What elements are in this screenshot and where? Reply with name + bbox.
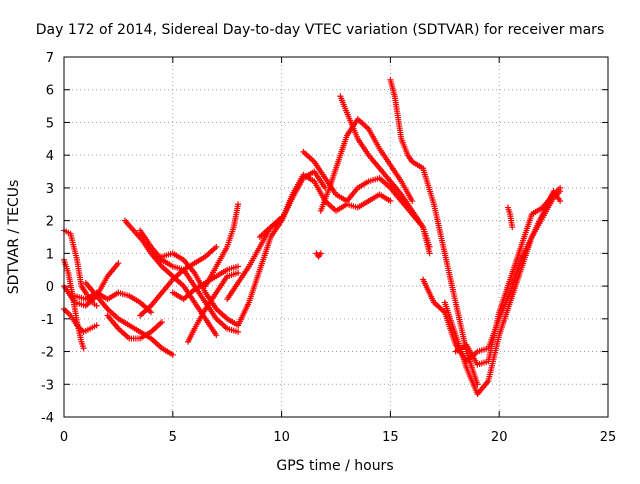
chart-title: Day 172 of 2014, Sidereal Day-to-day VTE… — [36, 22, 604, 38]
y-tick-label: -4 — [41, 411, 54, 426]
y-tick-label: 5 — [46, 116, 54, 131]
data-point — [93, 322, 100, 329]
y-axis-label: SDTVAR / TECUs — [6, 180, 22, 295]
data-point — [509, 224, 516, 231]
data-point — [387, 198, 394, 204]
x-tick-label: 0 — [60, 430, 68, 445]
x-tick-label: 20 — [491, 430, 508, 445]
data-point — [235, 328, 242, 335]
y-tick-label: 2 — [46, 215, 54, 230]
data-point — [317, 250, 324, 257]
y-tick-label: 3 — [46, 182, 54, 197]
data-point — [557, 184, 564, 191]
data-point — [213, 332, 220, 339]
data-series-track-26 — [504, 204, 516, 231]
x-axis-label: GPS time / hours — [276, 458, 393, 474]
data-point — [148, 309, 155, 316]
data-point — [235, 270, 242, 276]
data-series-track-14 — [202, 201, 242, 290]
data-point — [426, 250, 433, 257]
data-point — [235, 263, 242, 270]
data-series-track-16 — [235, 168, 329, 329]
data-series-track-24 — [441, 188, 564, 398]
data-point — [93, 302, 100, 309]
y-tick-label: 1 — [46, 247, 54, 262]
tick-layer: 0 5 10 15 20 25 -4 -3 -2 -1 0 1 2 3 4 5 6 7 — [41, 51, 616, 445]
data-point — [169, 351, 176, 358]
y-tick-label: -2 — [41, 346, 54, 361]
y-tick-label: 4 — [46, 149, 54, 164]
y-tick-label: 6 — [46, 84, 54, 99]
grid-layer — [64, 57, 608, 417]
y-tick-label: -1 — [41, 313, 54, 328]
data-point — [235, 201, 242, 208]
data-series-track-20 — [317, 116, 416, 214]
data-series-track-22 — [387, 76, 481, 388]
data-series-track-25 — [452, 184, 564, 368]
data-point — [557, 198, 564, 204]
data-series-track-8 — [121, 217, 220, 339]
plot-frame — [63, 56, 609, 418]
x-tick-label: 25 — [600, 430, 617, 445]
data-series-track-6 — [82, 279, 176, 358]
data-series-track-21 — [337, 93, 433, 250]
data-series-track-1 — [61, 227, 100, 309]
data-series-track-13 — [185, 270, 242, 345]
data-points-layer — [61, 76, 564, 398]
data-series-track-3 — [61, 306, 100, 335]
data-series-track-11 — [158, 250, 242, 329]
data-series-track-17 — [256, 171, 394, 240]
data-point — [409, 198, 416, 204]
x-tick-label: 5 — [169, 430, 177, 445]
x-tick-label: 10 — [273, 430, 290, 445]
x-tick-label: 15 — [382, 430, 399, 445]
y-tick-label: 7 — [46, 51, 54, 66]
data-point — [80, 345, 87, 352]
data-series-track-7 — [104, 312, 165, 342]
y-tick-label: 0 — [46, 280, 54, 295]
y-tick-label: -3 — [41, 378, 54, 393]
data-series-track-18 — [313, 250, 324, 260]
data-point — [158, 319, 165, 326]
data-point — [115, 260, 122, 267]
data-point — [426, 243, 433, 250]
data-point — [213, 243, 220, 250]
